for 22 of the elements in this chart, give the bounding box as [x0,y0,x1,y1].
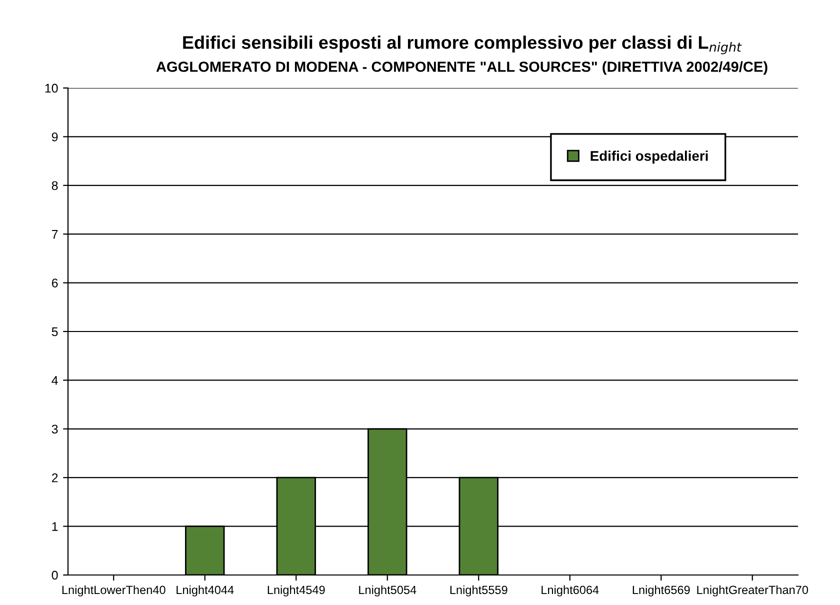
y-tick-label: 8 [52,181,58,190]
x-tick-label: Lnight4549 [268,585,325,596]
y-tick-label: 4 [52,376,58,385]
chart-subtitle: AGGLOMERATO DI MODENA - COMPONENTE "ALL SOURCES" (DIRETTIVA 2002/49/CE) [156,61,768,75]
x-tick-label: Lnight5559 [450,585,508,596]
y-tick-label: 0 [52,570,58,580]
y-tick-label: 10 [45,84,58,93]
y-tick-label: 5 [52,327,58,336]
y-tick-label: 2 [52,473,58,482]
x-tick-label: LnightGreaterThan70 [697,585,808,596]
chart-title: Edifici sensibili esposti al rumore complessivo per classi di L$_{night}$ [183,36,742,54]
x-tick-label: Lnight5054 [359,585,416,596]
x-tick-label: Lnight4044 [176,585,234,596]
y-tick-label: 1 [52,522,58,531]
y-tick-label: 6 [52,278,58,288]
legend-label: Edifici ospedalieri [590,150,708,164]
x-tick-label: LnightLowerThen40 [62,585,166,596]
y-tick-label: 7 [52,230,58,239]
y-tick-label: 9 [52,132,58,142]
x-tick-label: Lnight6569 [632,585,690,596]
x-tick-label: Lnight6064 [542,585,599,596]
y-tick-label: 3 [52,424,58,434]
